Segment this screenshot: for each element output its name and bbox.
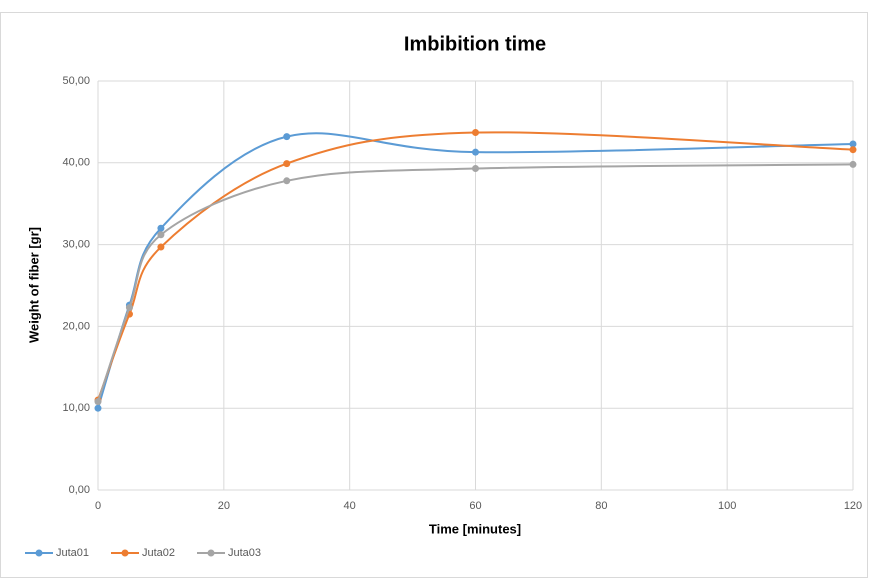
data-point — [94, 398, 102, 406]
x-tick-label: 100 — [718, 500, 736, 512]
x-tick-label: 40 — [344, 500, 356, 512]
x-tick-label: 60 — [469, 500, 481, 512]
data-point — [94, 404, 102, 412]
x-tick-label: 20 — [218, 500, 230, 512]
x-tick-label: 0 — [95, 500, 101, 512]
y-axis-label: Weight of fiber [gr] — [26, 227, 41, 343]
data-point — [472, 148, 479, 156]
legend-marker — [35, 549, 43, 557]
y-tick-label: 30,00 — [62, 239, 90, 251]
data-point — [849, 146, 857, 154]
data-point — [283, 177, 291, 185]
x-tick-label: 120 — [844, 500, 862, 512]
y-tick-label: 0,00 — [69, 484, 90, 496]
y-tick-label: 20,00 — [62, 320, 90, 332]
data-point — [157, 243, 165, 251]
legend-marker — [207, 549, 215, 557]
legend-marker — [121, 549, 129, 557]
chart-title: Imbibition time — [404, 33, 546, 55]
y-tick-label: 50,00 — [62, 75, 90, 87]
data-point — [125, 304, 133, 312]
data-point — [157, 231, 165, 239]
y-tick-label: 40,00 — [62, 157, 90, 169]
x-tick-label: 80 — [595, 500, 607, 512]
data-point — [849, 160, 857, 168]
data-point — [472, 165, 479, 173]
data-point — [157, 224, 165, 232]
x-axis-label: Time [minutes] — [429, 521, 521, 536]
data-point — [283, 160, 291, 168]
chart-border — [0, 12, 868, 578]
y-tick-label: 10,00 — [62, 402, 90, 414]
data-point — [472, 129, 479, 137]
legend-label: Juta01 — [56, 547, 89, 559]
data-point — [849, 140, 857, 148]
legend-label: Juta02 — [142, 547, 175, 559]
legend-label: Juta03 — [228, 547, 261, 559]
data-point — [283, 133, 291, 141]
